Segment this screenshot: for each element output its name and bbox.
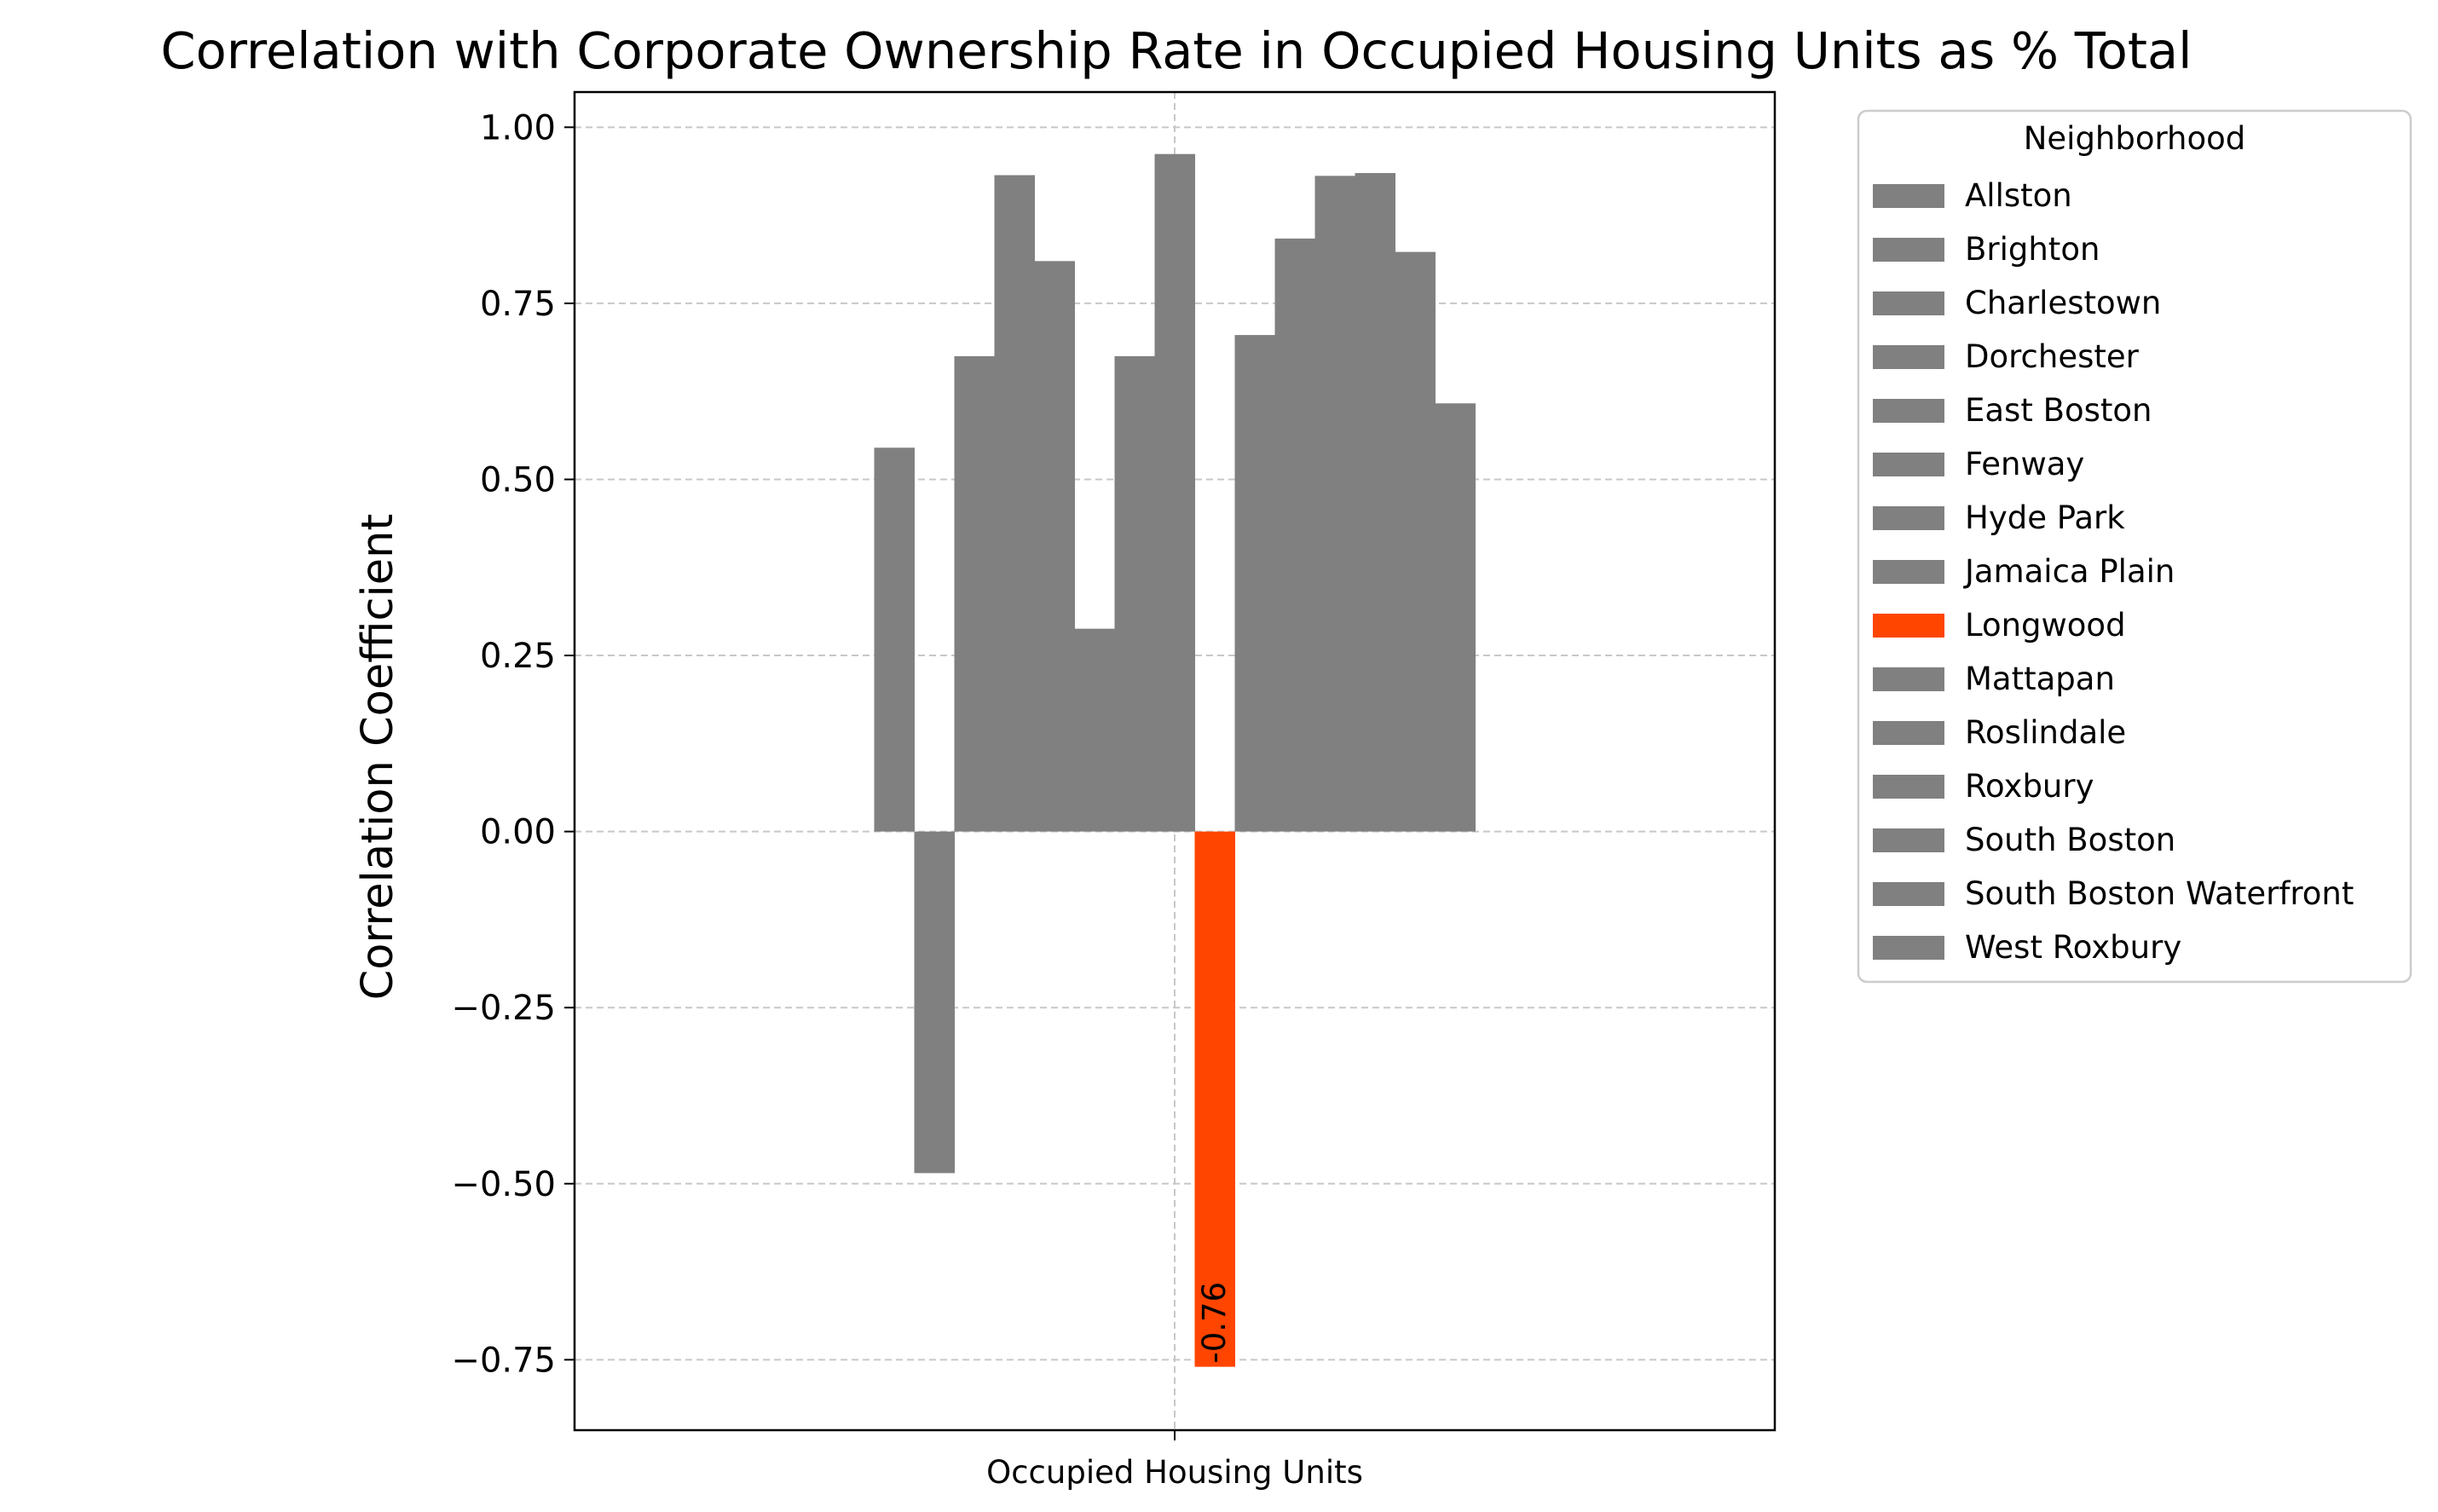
legend-swatch: [1873, 667, 1944, 691]
legend-item-label: Dorchester: [1965, 338, 2140, 375]
axes-layer: −0.75 −0.50 −0.25 0.00 0.25 0.50 0.75 1.00 Occup…: [451, 90, 1777, 1491]
legend-swatch: [1873, 506, 1944, 530]
legend-swatch: [1873, 721, 1944, 745]
bar-west-roxbury: [1435, 403, 1476, 832]
legend-swatch: [1873, 614, 1944, 638]
legend-item-label: Roslindale: [1965, 714, 2126, 751]
bar-south-boston: [1355, 173, 1395, 832]
legend-item-label: Fenway: [1965, 446, 2084, 482]
y-tick-label: 0.25: [480, 637, 556, 676]
chart-title: Correlation with Corporate Ownership Rat…: [160, 21, 2192, 80]
bar-dorchester: [994, 175, 1035, 832]
legend-item-label: Mattapan: [1965, 661, 2115, 697]
legend-item-label: Allston: [1965, 177, 2072, 214]
legend: Neighborhood Allston Brighton Charlestown Do…: [1857, 109, 2412, 984]
y-tick-label: −0.25: [451, 989, 556, 1028]
bar-roxbury: [1314, 176, 1355, 832]
bar-charlestown: [954, 355, 995, 832]
legend-swatch: [1873, 345, 1944, 369]
legend-item-label: South Boston: [1965, 822, 2175, 858]
bar-east-boston: [1034, 261, 1075, 832]
y-tick-label: 0.50: [480, 460, 556, 499]
y-tick-label: 0.75: [480, 285, 556, 324]
legend-swatch: [1873, 882, 1944, 906]
legend-swatch: [1873, 184, 1944, 208]
data-labels-layer: -0.76: [1196, 1282, 1233, 1364]
y-tick-label: 0.00: [480, 813, 556, 852]
legend-swatch: [1873, 936, 1944, 960]
legend-item-label: West Roxbury: [1965, 929, 2181, 966]
legend-item-label: Jamaica Plain: [1963, 553, 2175, 590]
bar-hyde-park: [1114, 355, 1155, 832]
legend-box: [1857, 109, 2412, 984]
y-tick-label: −0.50: [451, 1165, 556, 1204]
bar-fenway: [1074, 628, 1115, 832]
legend-item-label: Hyde Park: [1965, 499, 2125, 536]
legend-swatch: [1873, 238, 1944, 262]
legend-swatch: [1873, 828, 1944, 852]
bar-jamaica-plain: [1154, 153, 1195, 832]
legend-item-label: South Boston Waterfront: [1965, 875, 2354, 912]
legend-item-label: Brighton: [1965, 231, 2100, 268]
legend-swatch: [1873, 775, 1944, 799]
y-tick-label: −0.75: [451, 1341, 556, 1380]
legend-swatch: [1873, 291, 1944, 315]
bars-layer: [874, 153, 1476, 1367]
bar-roslindale: [1274, 238, 1315, 832]
legend-swatch: [1873, 399, 1944, 423]
bar-south-boston-waterfront: [1395, 251, 1436, 832]
y-tick-label: 1.00: [480, 108, 556, 147]
bar-mattapan: [1234, 335, 1275, 832]
legend-item-label: East Boston: [1965, 392, 2152, 429]
data-label-longwood: -0.76: [1196, 1282, 1233, 1364]
legend-item-label: Charlestown: [1965, 285, 2161, 321]
legend-item-label: Longwood: [1965, 607, 2126, 643]
legend-swatch: [1873, 560, 1944, 584]
y-axis-label: Correlation Coefficient: [353, 514, 403, 1001]
legend-swatch: [1873, 453, 1944, 476]
legend-title: Neighborhood: [2024, 120, 2246, 157]
x-tick-label: Occupied Housing Units: [986, 1454, 1363, 1491]
bar-allston: [874, 447, 915, 832]
legend-item-label: Roxbury: [1965, 768, 2094, 805]
bar-brighton: [914, 831, 955, 1174]
bar-longwood: [1194, 831, 1235, 1367]
